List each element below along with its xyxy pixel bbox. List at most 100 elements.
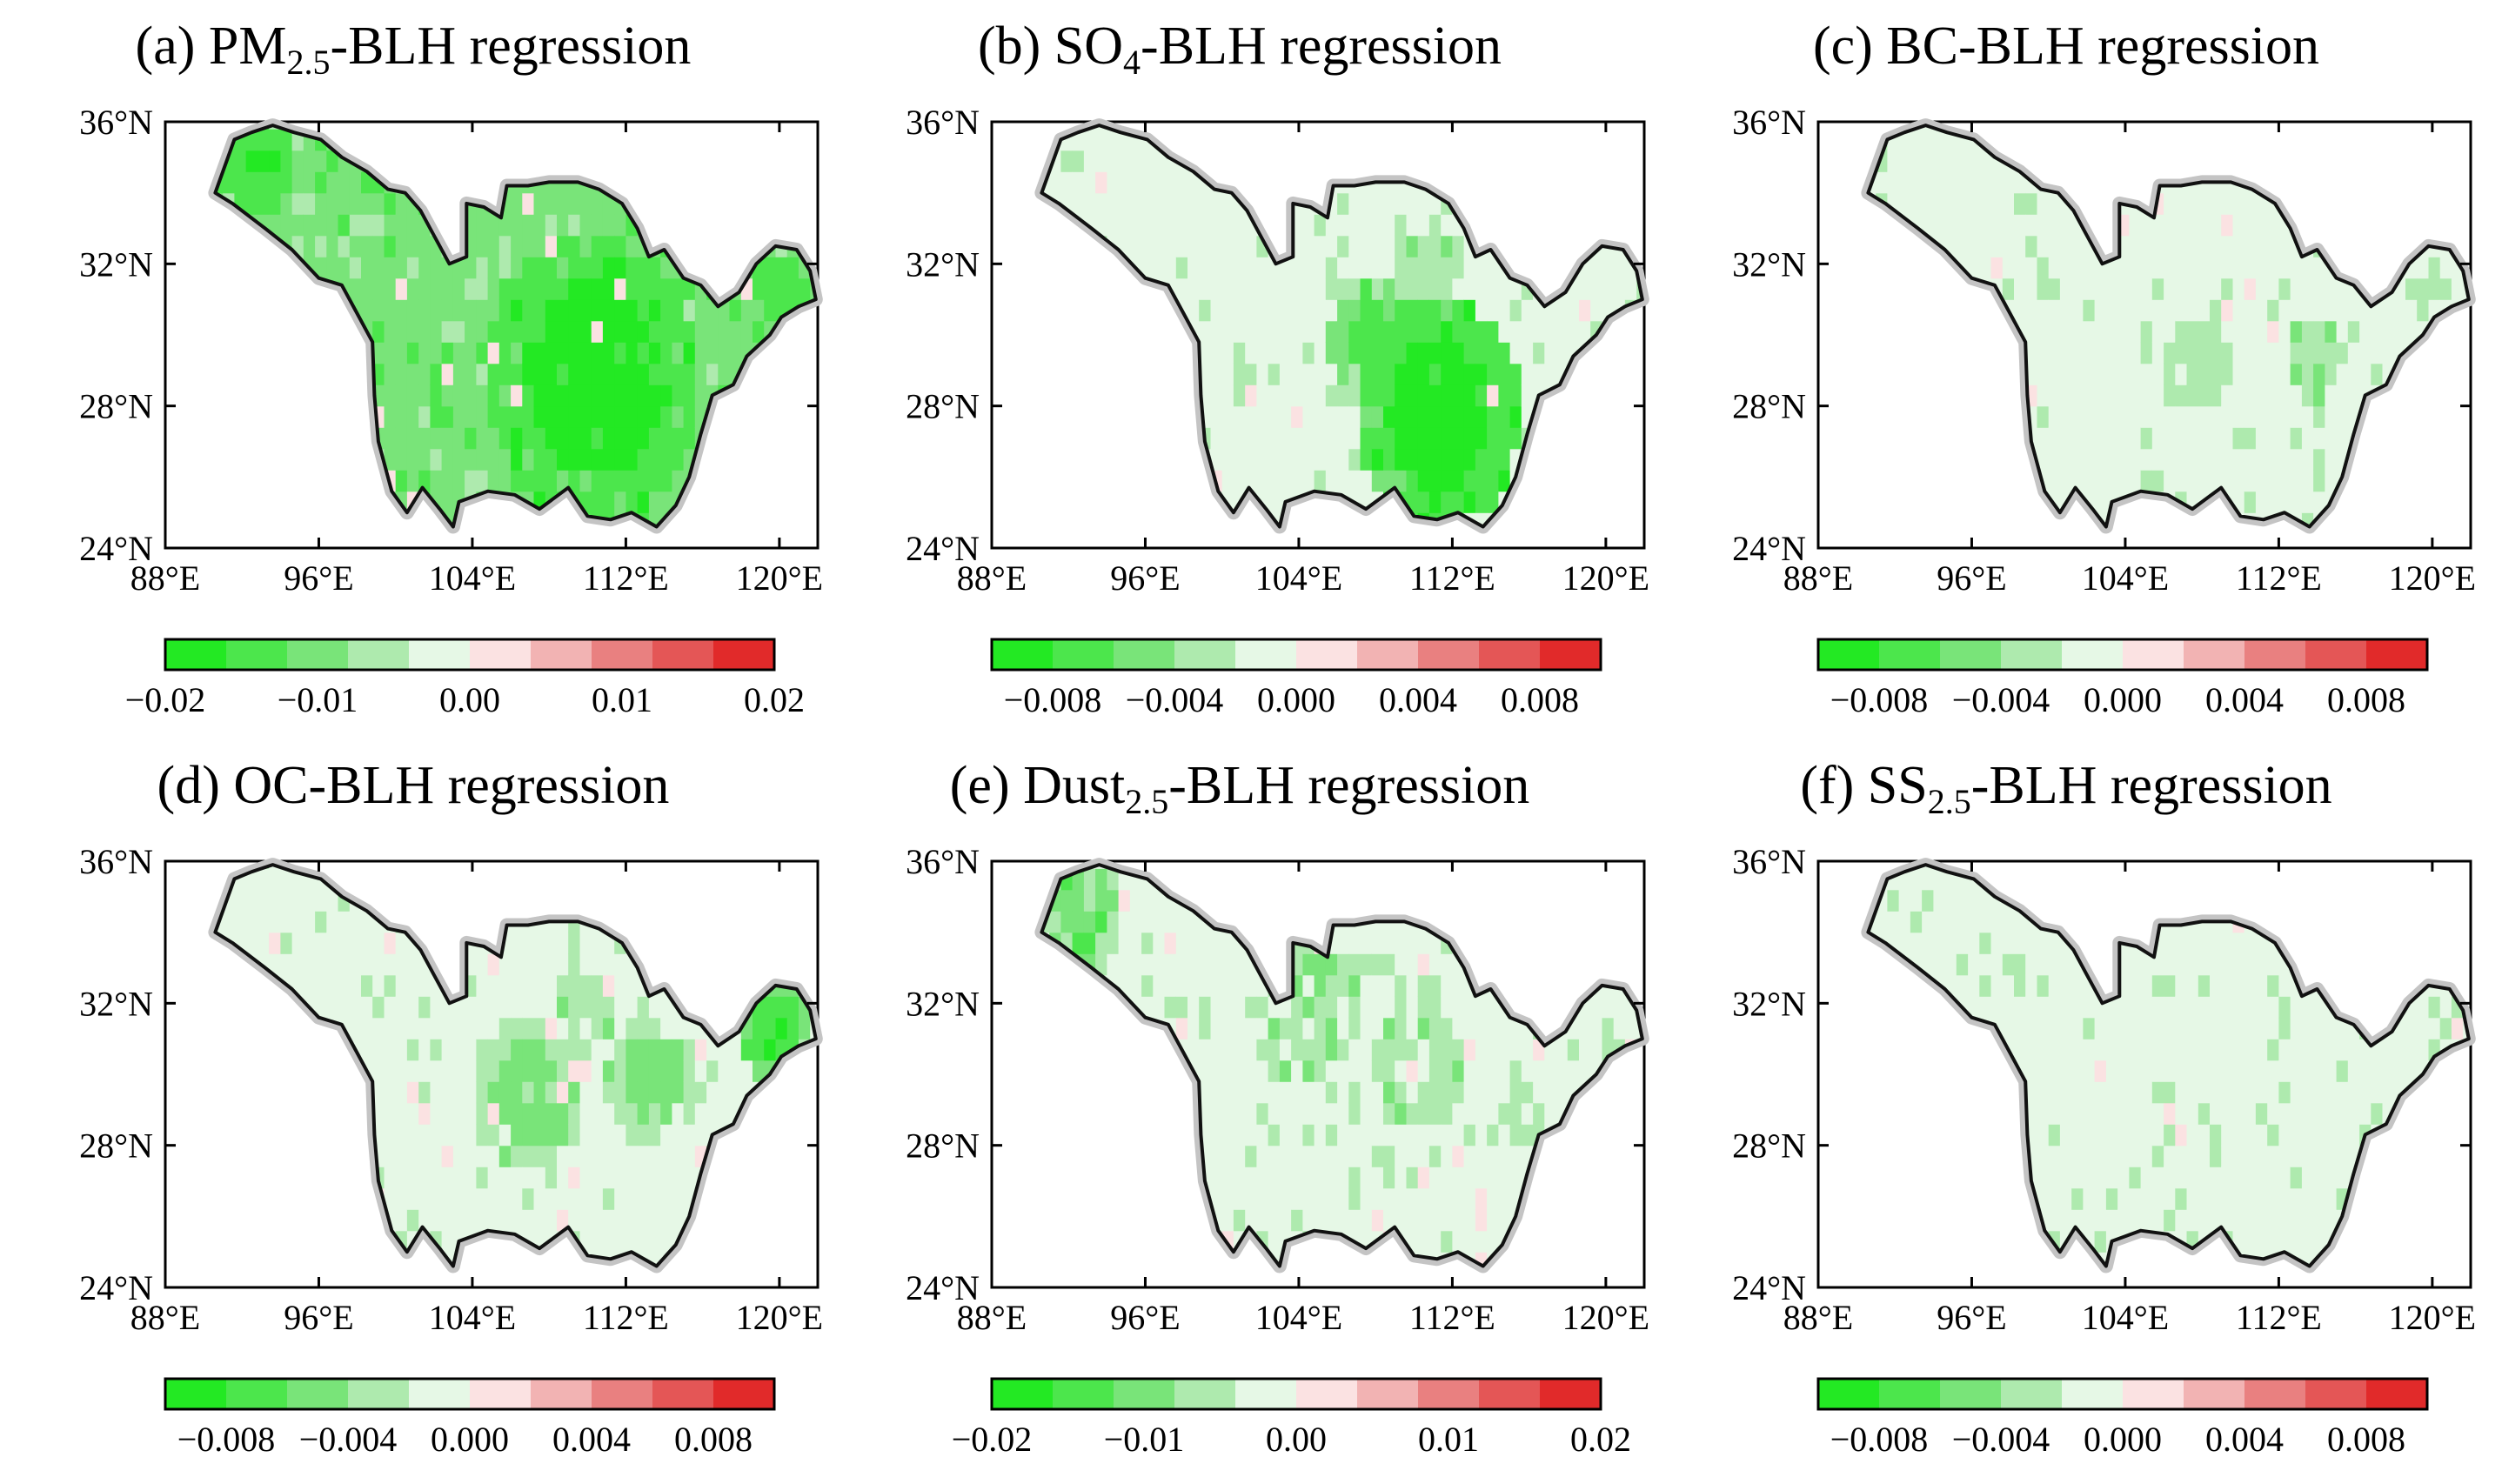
grid-cell [395,277,408,300]
grid-cell [591,384,604,407]
grid-cell [2059,384,2072,407]
colorbar-segment [1174,639,1236,670]
grid-cell [522,427,535,450]
grid-cell [786,257,799,279]
grid-cell [2325,384,2338,407]
grid-cell [361,1017,373,1039]
grid-cell [361,192,373,215]
grid-cell [465,1102,477,1125]
grid-cell [1463,448,1476,471]
grid-cell [1279,470,1292,492]
grid-cell [1979,192,1992,215]
grid-cell [1291,1039,1303,1061]
colorbar-label: −0.004 [299,1420,398,1459]
grid-cell [1487,342,1499,364]
grid-cell [694,342,707,364]
grid-cell [2151,342,2164,364]
grid-cell [1933,214,1946,237]
colorbar-segment [1540,639,1602,670]
grid-cell [614,974,626,997]
grid-cell [1164,235,1177,257]
grid-cell [2186,214,2199,237]
grid-cell [1968,192,1980,215]
grid-cell [1325,448,1338,471]
grid-cell [1083,868,1096,891]
grid-cell [406,384,419,407]
grid-cell [637,1017,650,1039]
grid-cell [498,299,512,322]
grid-cell [672,1187,685,1210]
grid-cell [1256,448,1269,471]
grid-cell [1452,470,1465,492]
grid-cell [672,1081,685,1104]
grid-cell [2117,363,2130,385]
x-tick-label: 104°E [1255,558,1342,598]
grid-cell [1383,427,1395,450]
grid-cell [2048,427,2061,450]
grid-cell [2221,405,2233,428]
grid-cell [568,1102,580,1125]
grid-cell [2129,320,2142,343]
grid-cell [798,1017,811,1039]
grid-cell [2221,470,2233,492]
grid-cell [487,1187,500,1210]
grid-cell [2048,405,2061,428]
grid-cell [2221,384,2233,407]
grid-cell [2278,470,2291,492]
grid-cell [602,235,615,257]
grid-cell [626,257,639,279]
grid-cell [1245,974,1257,997]
grid-cell [2129,277,2142,300]
grid-cell [1210,277,1223,300]
panel-d: (d) OC-BLH regression 88°E 96°E 104°E 112°E 1… [0,739,826,1479]
grid-cell [568,235,580,257]
grid-cell [1383,277,1395,300]
grid-cell [1141,171,1154,194]
grid-cell [1383,342,1395,364]
grid-cell [2347,342,2360,364]
grid-cell [660,1230,672,1253]
colorbar-segment [1940,639,2002,670]
grid-cell [1233,996,1246,1019]
panel-e: (e) Dust2.5-BLH regression 88°E 96°E 104°E 1… [826,739,1653,1479]
grid-cell [418,320,431,343]
grid-cell [1291,996,1303,1019]
grid-cell [579,192,592,215]
grid-cell [1475,448,1488,471]
grid-cell [476,384,489,407]
grid-cell [753,299,765,322]
grid-cell [1164,214,1177,237]
grid-cell [2140,235,2153,257]
grid-cell [579,363,592,385]
grid-cell [2014,257,2026,279]
grid-cell [1153,953,1166,976]
grid-cell [303,171,316,194]
grid-cell [648,299,661,322]
grid-cell [1291,1124,1303,1146]
grid-cell [591,405,604,428]
grid-cell [291,150,304,172]
grid-cell [533,192,546,215]
grid-cell [602,1230,615,1253]
grid-cell [683,363,696,385]
grid-cell [465,1209,477,1232]
grid-cell [1302,320,1315,343]
grid-cell [2232,299,2245,322]
grid-cell [626,277,639,300]
grid-cell [315,889,327,912]
grid-cell [2037,235,2050,257]
grid-cell [511,1166,523,1189]
grid-cell [280,150,293,172]
grid-cell [452,1166,465,1189]
y-tick-label: 32°N [1732,244,1806,284]
grid-cell [1245,1060,1257,1082]
colorbar-frame [1816,638,2429,672]
grid-cell [1417,235,1430,257]
grid-cell [2232,405,2245,428]
grid-cell [1095,129,1107,151]
grid-cell [1187,1039,1200,1061]
grid-cell [2359,363,2372,385]
grid-cell [2290,299,2303,322]
grid-cell [1118,953,1131,976]
grid-cell [706,1081,719,1104]
